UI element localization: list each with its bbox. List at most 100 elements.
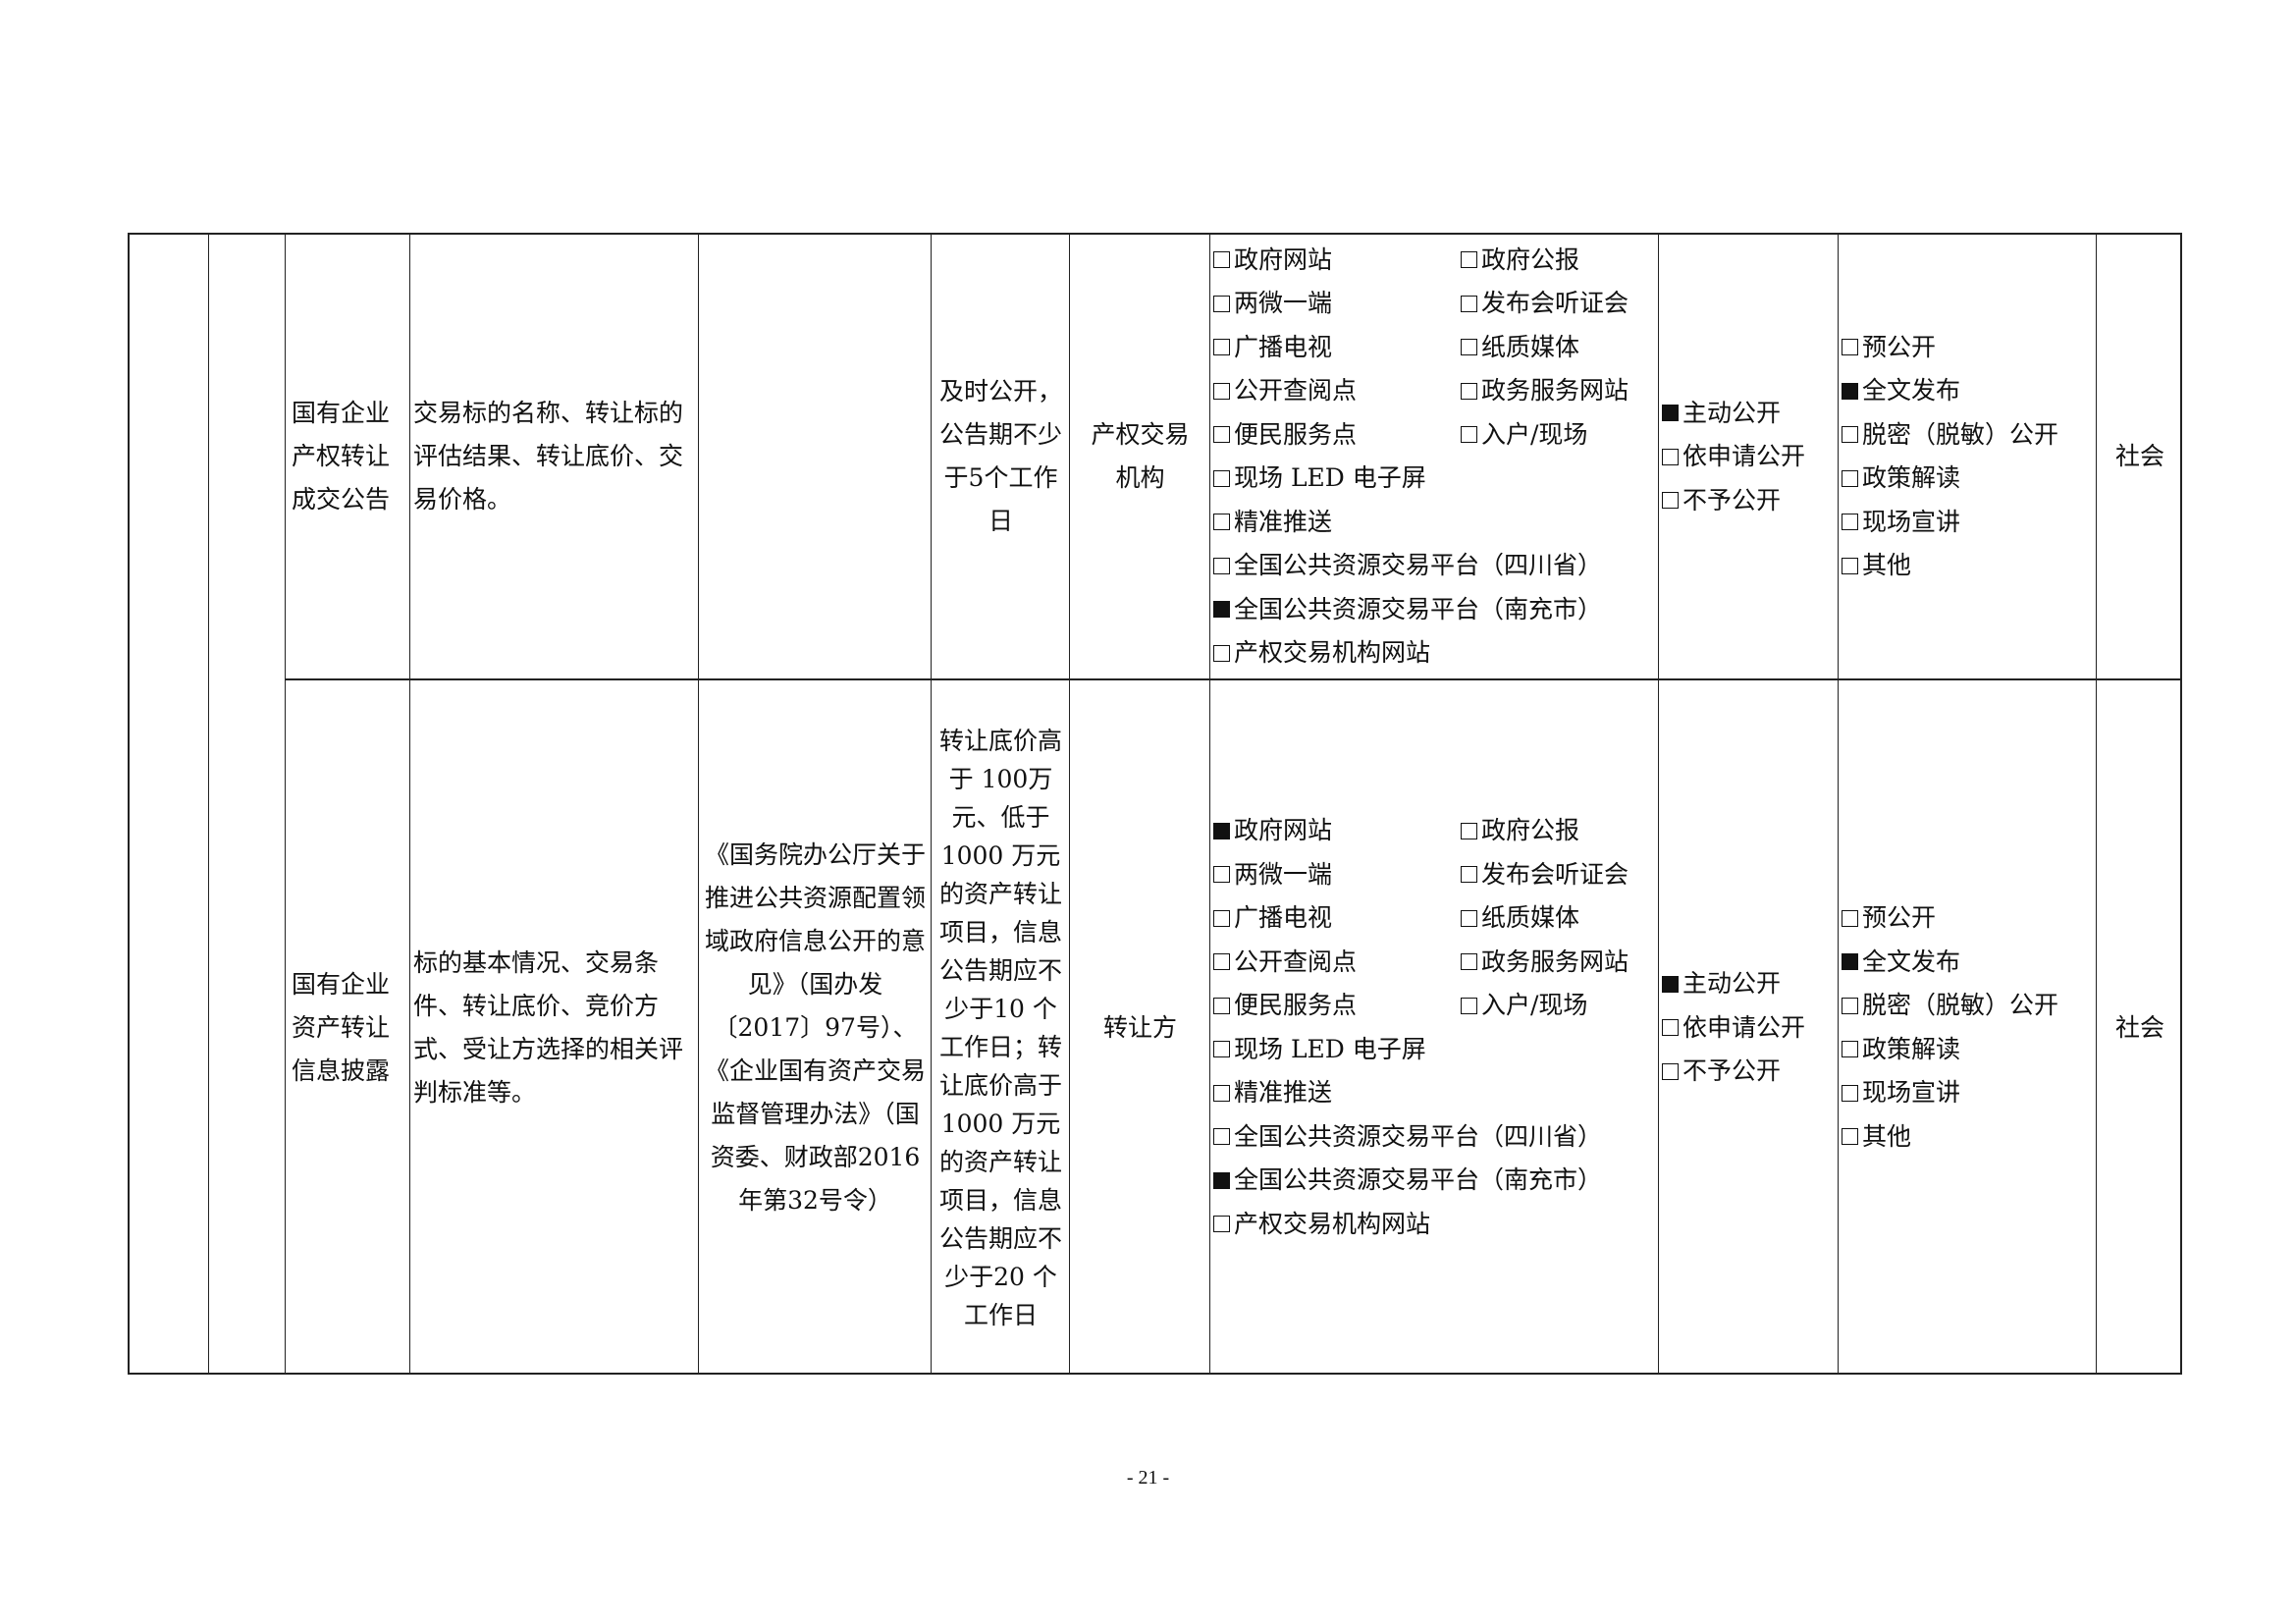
platforms-checkbox-item: 广播电视 [1211, 326, 1459, 370]
platforms-checkbox-item: 公开查阅点 [1211, 369, 1459, 413]
checkbox-label: 脱密（脱敏）公开 [1862, 991, 2059, 1020]
checkbox-label: 现场 LED 电子屏 [1234, 1034, 1426, 1063]
platforms-checkbox-item: 政府网站 [1211, 239, 1459, 283]
row1-subject: 产权交易机构 [1091, 420, 1190, 492]
col-divider [2096, 235, 2097, 1373]
checkbox-label: 政府公报 [1481, 816, 1580, 845]
col-divider [698, 235, 699, 1373]
checkbox-label: 预公开 [1862, 332, 1937, 361]
checkbox-label: 产权交易机构网站 [1234, 1209, 1431, 1238]
col-divider [1209, 235, 1210, 1373]
checkbox-label: 政策解读 [1862, 1034, 1961, 1063]
platforms-checkbox-item: 广播电视 [1211, 896, 1459, 941]
platforms_wide-checkbox-item: 产权交易机构网站 [1211, 631, 1655, 676]
platforms-checkbox-item: 公开查阅点 [1211, 941, 1459, 985]
unchecked-box-icon [1213, 426, 1230, 444]
unchecked-box-icon [1213, 1041, 1230, 1058]
unchecked-box-icon [1842, 557, 1858, 574]
col-divider [1658, 235, 1659, 1373]
col-divider [208, 235, 209, 1373]
unchecked-box-icon [1842, 426, 1858, 444]
checkbox-label: 公开查阅点 [1234, 376, 1358, 406]
checked-box-icon [1842, 953, 1858, 971]
unchecked-box-icon [1213, 339, 1230, 356]
checkbox-label: 政策解读 [1862, 463, 1961, 493]
row1-mode: 主动公开依申请公开不予公开 [1660, 235, 1838, 678]
form-checkbox-item: 预公开 [1840, 326, 2058, 370]
mode-checkbox-item: 不予公开 [1660, 478, 1805, 522]
checkbox-label: 脱密（脱敏）公开 [1862, 419, 2059, 449]
unchecked-box-icon [1461, 866, 1477, 884]
platforms-checkbox-item: 政府公报 [1459, 809, 1655, 853]
unchecked-box-icon [1461, 426, 1477, 444]
platforms-checkbox-item: 便民服务点 [1211, 984, 1459, 1028]
checkbox-label: 入户/现场 [1481, 419, 1588, 449]
unchecked-box-icon [1213, 909, 1230, 927]
disclosure-table: 国有企业产权转让成交公告 交易标的名称、转让标的评估结果、转让底价、交易价格。 … [128, 233, 2182, 1375]
unchecked-box-icon [1213, 866, 1230, 884]
checkbox-label: 现场宣讲 [1862, 1078, 1961, 1108]
unchecked-box-icon [1842, 1128, 1858, 1146]
form-checkbox-item: 政策解读 [1840, 457, 2058, 501]
form-checkbox-item: 预公开 [1840, 896, 2058, 941]
platforms_wide-checkbox-item: 全国公共资源交易平台（四川省） [1211, 1115, 1655, 1160]
unchecked-box-icon [1662, 1062, 1679, 1080]
unchecked-box-icon [1461, 339, 1477, 356]
unchecked-box-icon [1213, 953, 1230, 971]
row1-platforms: 政府网站 政府公报 两微一端 发布会听证会 广播电视 纸质媒体 公开查阅点 政务服务网站 便民服… [1211, 235, 1658, 678]
form-checkbox-item: 政策解读 [1840, 1028, 2058, 1072]
unchecked-box-icon [1461, 997, 1477, 1014]
row1-form: 预公开 全文发布 脱密（脱敏）公开 政策解读 现场宣讲 其他 [1840, 235, 2096, 678]
col-divider [285, 235, 286, 1373]
row2-deadline: 转让底价高于 100万元、低于1000 万元的资产转让项目，信息公告期应不少于1… [938, 726, 1062, 1329]
unchecked-box-icon [1213, 251, 1230, 269]
unchecked-box-icon [1842, 514, 1858, 531]
unchecked-box-icon [1461, 295, 1477, 312]
row1-item: 国有企业产权转让成交公告 [292, 399, 391, 514]
platforms_wide-checkbox-item: 产权交易机构网站 [1211, 1203, 1655, 1247]
platforms-checkbox-item: 入户/现场 [1459, 413, 1655, 458]
checkbox-label: 入户/现场 [1481, 991, 1588, 1020]
platforms_wide-checkbox-item: 精准推送 [1211, 1071, 1655, 1115]
unchecked-box-icon [1842, 1041, 1858, 1058]
row-divider [285, 678, 2180, 680]
checkbox-label: 不予公开 [1682, 485, 1782, 514]
checkbox-label: 政务服务网站 [1481, 376, 1629, 406]
unchecked-box-icon [1842, 909, 1858, 927]
platforms-checkbox-item: 政务服务网站 [1459, 369, 1655, 413]
checkbox-label: 广播电视 [1234, 903, 1333, 933]
checkbox-label: 纸质媒体 [1481, 332, 1580, 361]
unchecked-box-icon [1213, 644, 1230, 662]
form-checkbox-item: 脱密（脱敏）公开 [1840, 413, 2058, 458]
checked-box-icon [1662, 405, 1679, 421]
checked-box-icon [1842, 382, 1858, 400]
platforms-checkbox-item: 便民服务点 [1211, 413, 1459, 458]
platforms-checkbox-item: 入户/现场 [1459, 984, 1655, 1028]
form-checkbox-item: 其他 [1840, 1115, 2058, 1160]
mode-checkbox-item: 主动公开 [1660, 391, 1805, 435]
unchecked-box-icon [1461, 382, 1477, 400]
row2-platforms: 政府网站 政府公报 两微一端 发布会听证会 广播电视 纸质媒体 公开查阅点 政务服务网站 便民服… [1211, 680, 1658, 1375]
checked-box-icon [1213, 601, 1230, 619]
checkbox-label: 现场 LED 电子屏 [1234, 463, 1426, 493]
platforms_wide-checkbox-item: 全国公共资源交易平台（南充市） [1211, 588, 1655, 632]
platforms_wide-checkbox-item: 现场 LED 电子屏 [1211, 1028, 1655, 1072]
checkbox-label: 政府网站 [1234, 816, 1333, 845]
checkbox-label: 依申请公开 [1682, 442, 1806, 470]
checkbox-label: 全文发布 [1862, 376, 1961, 406]
row1-content: 交易标的名称、转让标的评估结果、转让底价、交易价格。 [413, 399, 684, 514]
checkbox-label: 全国公共资源交易平台（南充市） [1234, 1165, 1603, 1195]
page-number: - 21 - [1126, 1467, 1170, 1489]
col-divider [1838, 235, 1839, 1373]
unchecked-box-icon [1662, 1019, 1679, 1036]
checkbox-label: 其他 [1862, 551, 1912, 580]
checkbox-label: 其他 [1862, 1121, 1912, 1151]
mode-checkbox-item: 主动公开 [1660, 962, 1805, 1006]
unchecked-box-icon [1213, 1128, 1230, 1146]
checkbox-label: 全国公共资源交易平台（南充市） [1234, 594, 1603, 623]
platforms_wide-checkbox-item: 现场 LED 电子屏 [1211, 457, 1655, 501]
row2-item: 国有企业资产转让信息披露 [292, 969, 391, 1085]
checkbox-label: 预公开 [1862, 903, 1937, 933]
unchecked-box-icon [1662, 492, 1679, 509]
unchecked-box-icon [1842, 997, 1858, 1014]
